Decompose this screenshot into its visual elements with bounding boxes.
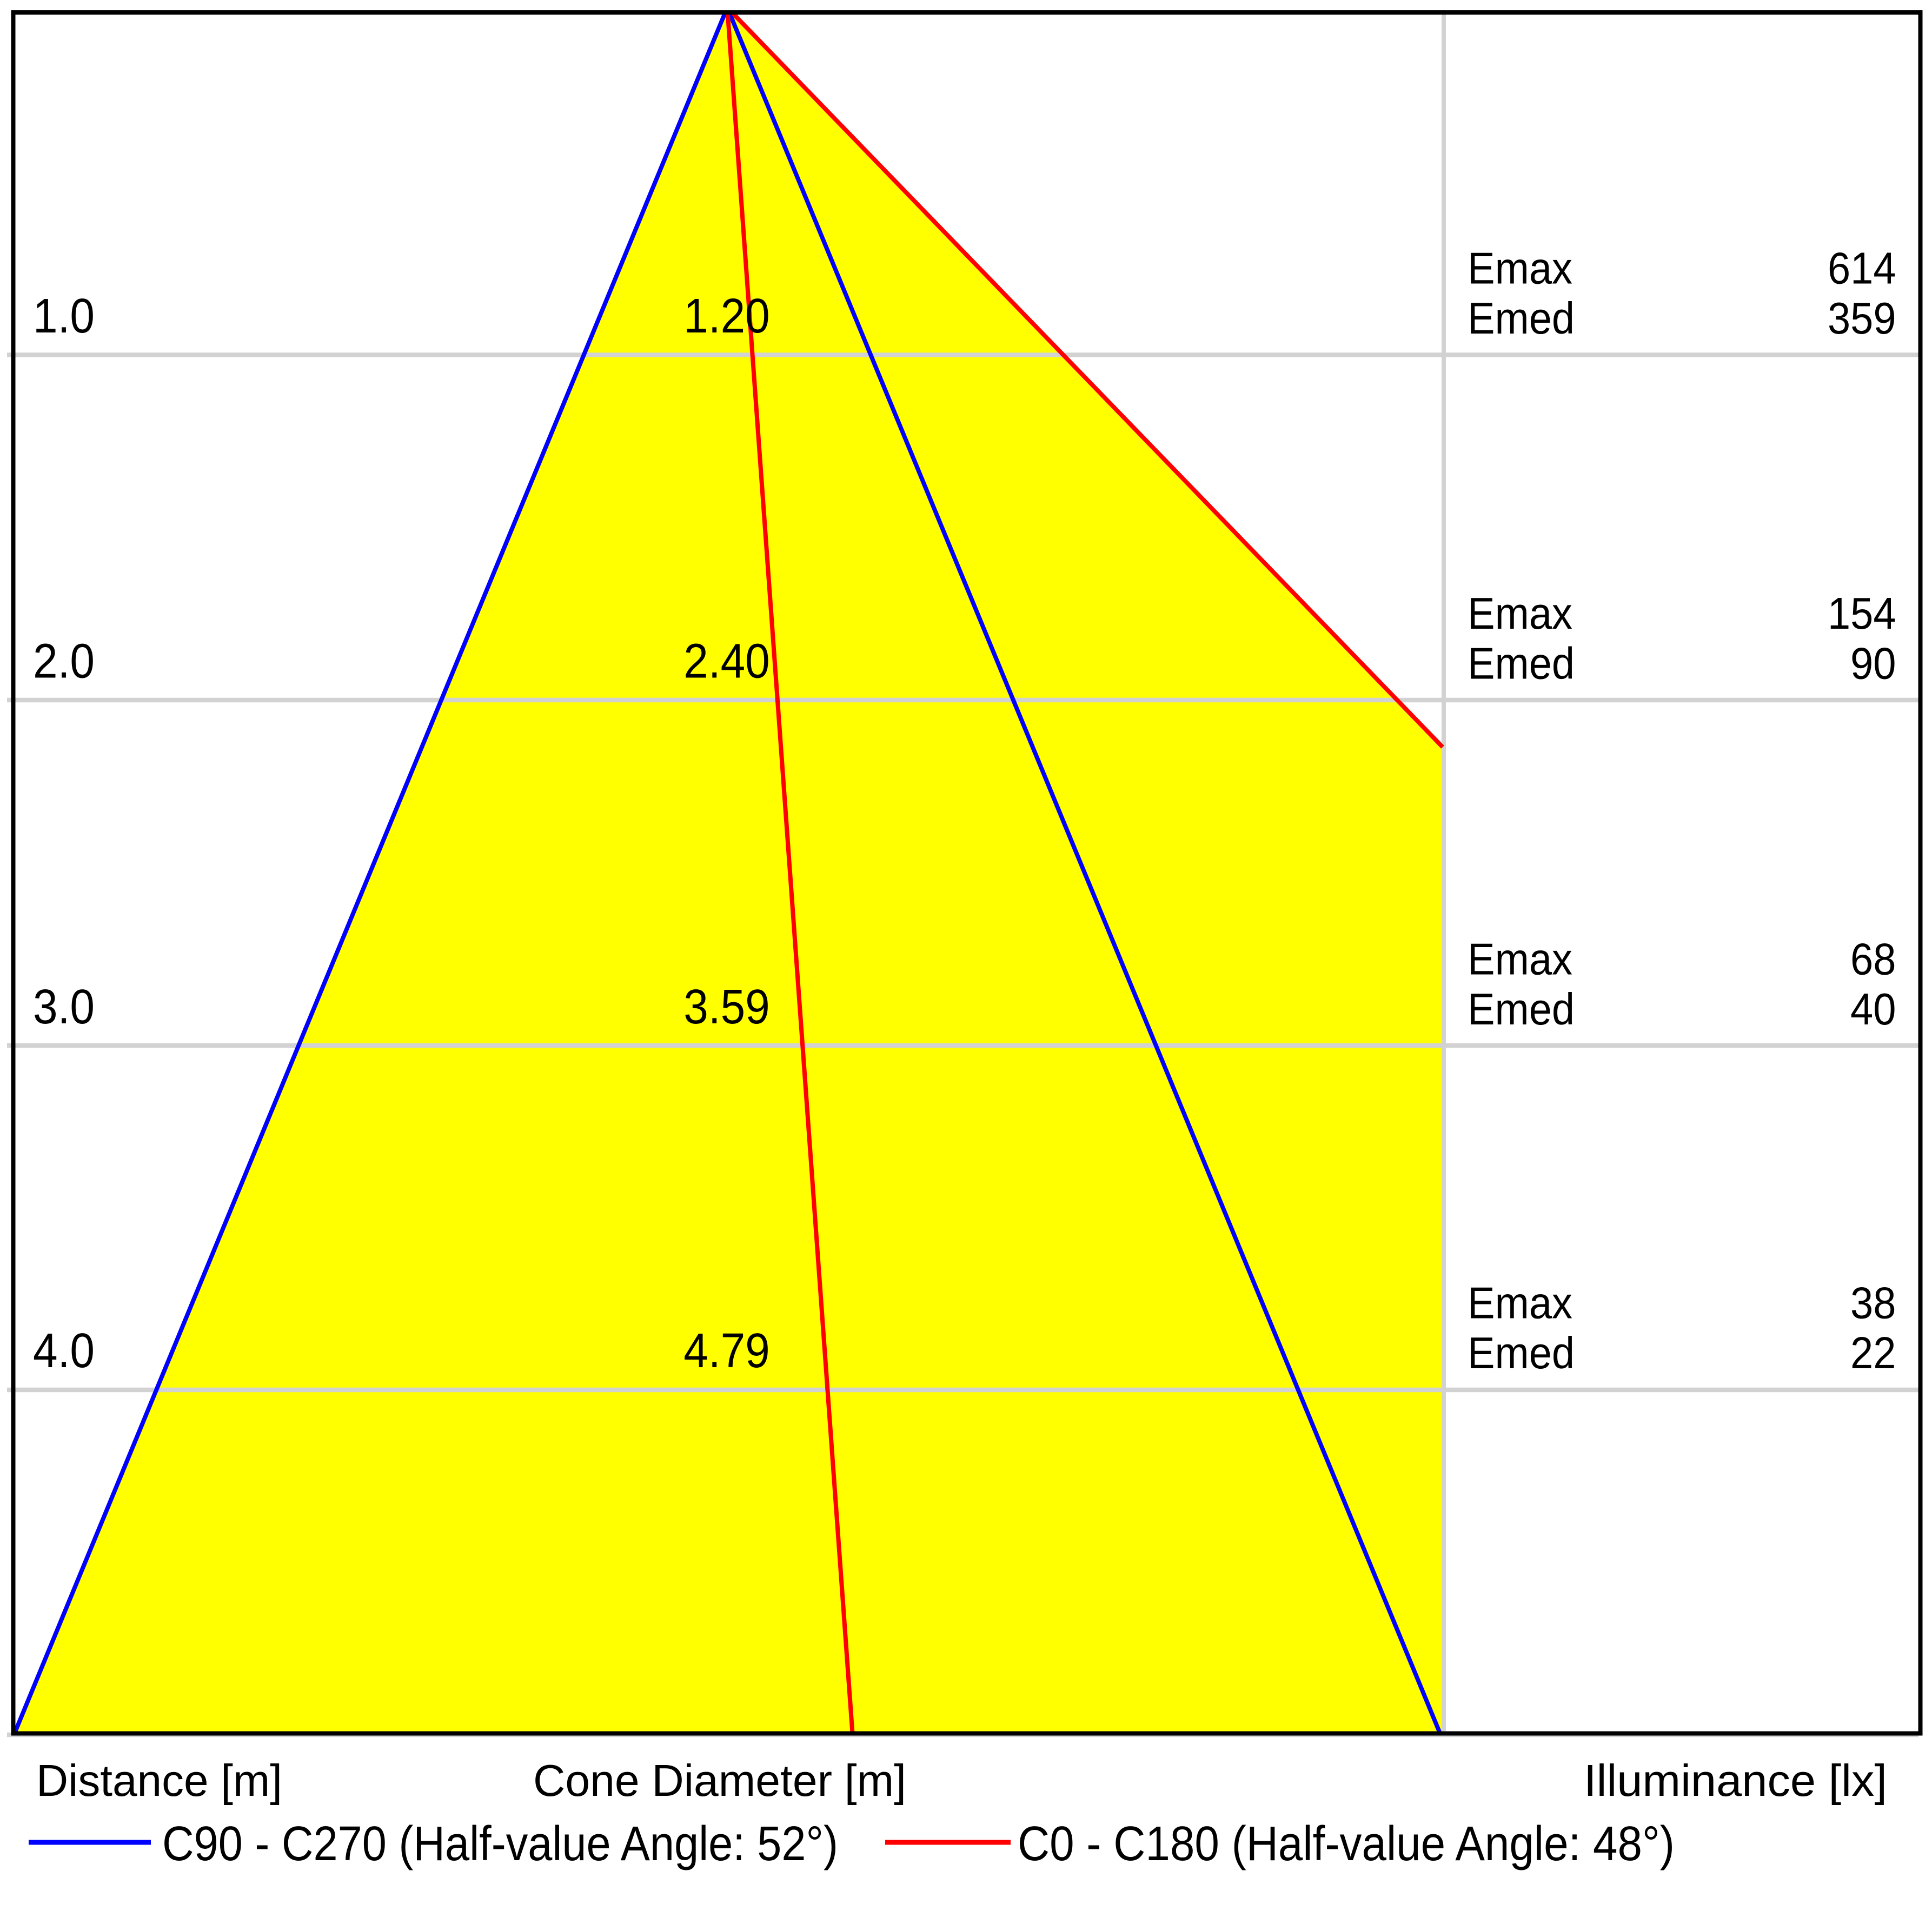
svg-text:Cone Diameter [m]: Cone Diameter [m]	[533, 1755, 906, 1806]
svg-text:40: 40	[1850, 984, 1896, 1034]
svg-text:Emax: Emax	[1468, 934, 1572, 984]
svg-text:2.0: 2.0	[33, 635, 95, 689]
svg-text:4.0: 4.0	[33, 1324, 95, 1378]
svg-text:Emed: Emed	[1468, 984, 1575, 1034]
svg-text:38: 38	[1850, 1278, 1896, 1328]
svg-text:Emed: Emed	[1468, 638, 1575, 689]
svg-text:68: 68	[1850, 934, 1896, 984]
svg-text:359: 359	[1828, 293, 1896, 343]
svg-text:Emax: Emax	[1468, 1278, 1572, 1328]
svg-text:Emax: Emax	[1468, 588, 1572, 638]
svg-text:614: 614	[1828, 243, 1896, 294]
svg-text:1.0: 1.0	[33, 289, 95, 343]
svg-text:4.79: 4.79	[683, 1324, 770, 1378]
svg-text:Emed: Emed	[1468, 1328, 1575, 1378]
svg-text:C90 - C270 (Half-value Angle:: C90 - C270 (Half-value Angle: 52°)	[162, 1817, 838, 1871]
svg-text:Illuminance [lx]: Illuminance [lx]	[1584, 1755, 1887, 1806]
svg-text:22: 22	[1850, 1328, 1896, 1378]
svg-text:Emed: Emed	[1468, 293, 1575, 343]
svg-text:2.40: 2.40	[683, 635, 770, 689]
svg-text:3.59: 3.59	[683, 980, 770, 1034]
svg-text:3.0: 3.0	[33, 980, 95, 1034]
svg-text:90: 90	[1850, 638, 1896, 689]
svg-text:1.20: 1.20	[683, 289, 770, 343]
svg-text:154: 154	[1828, 588, 1896, 638]
svg-text:Emax: Emax	[1468, 243, 1572, 294]
svg-text:C0 - C180 (Half-value Angle: 4: C0 - C180 (Half-value Angle: 48°)	[1018, 1817, 1675, 1871]
svg-text:Distance [m]: Distance [m]	[36, 1755, 282, 1806]
